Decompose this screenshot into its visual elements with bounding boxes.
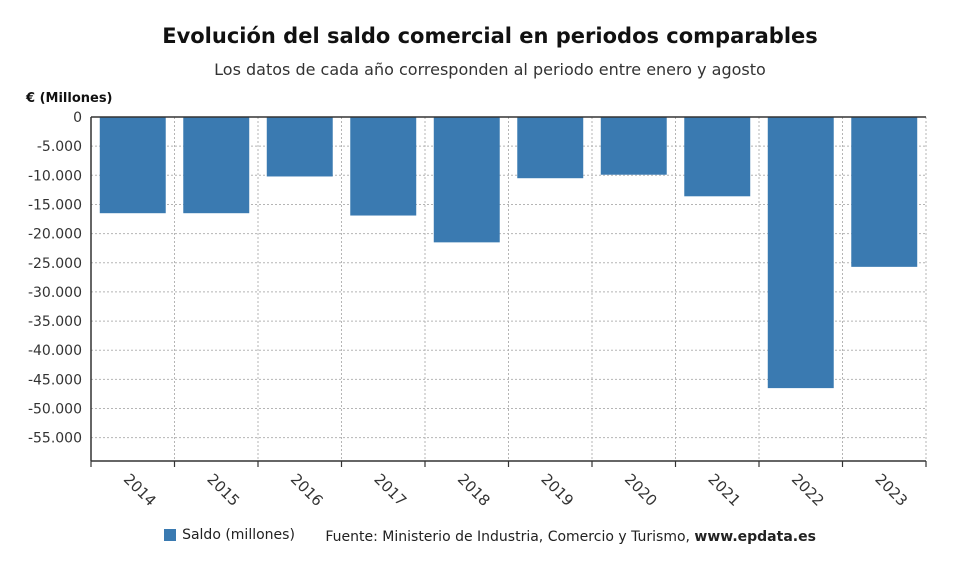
x-tick-label: 2022 (788, 470, 828, 510)
bar (99, 117, 166, 214)
x-tick-label: 2017 (370, 470, 410, 510)
legend-swatch (164, 529, 177, 541)
x-tick-label: 2021 (704, 470, 744, 510)
bar (684, 117, 751, 197)
y-tick-label: -20.000 (28, 227, 82, 243)
legend: Saldo (millones) (164, 527, 295, 543)
x-tick-label: 2019 (537, 470, 577, 510)
x-tick-label: 2016 (287, 470, 327, 510)
source-text: Fuente: Ministerio de Industria, Comerci… (325, 529, 695, 545)
y-axis-label: € (Millones) (26, 91, 113, 106)
x-tick-label: 2018 (454, 470, 494, 510)
x-tick-label: 2023 (871, 470, 911, 510)
bar (350, 117, 417, 216)
y-tick-label: -25.000 (28, 256, 82, 272)
bar (517, 117, 584, 179)
chart-footer: Saldo (millones) Fuente: Ministerio de I… (0, 527, 980, 545)
y-tick-label: -15.000 (28, 197, 82, 213)
y-tick-label: -5.000 (37, 139, 82, 155)
y-tick-label: -45.000 (28, 372, 82, 388)
y-tick-label: -50.000 (28, 402, 82, 418)
x-tick-label: 2014 (120, 470, 160, 510)
source-link[interactable]: www.epdata.es (694, 529, 816, 545)
y-tick-label: -35.000 (28, 314, 82, 330)
bar (767, 117, 834, 389)
legend-label: Saldo (millones) (182, 527, 295, 543)
chart-subtitle: Los datos de cada año corresponden al pe… (214, 60, 766, 79)
bar (851, 117, 918, 267)
y-tick-label: -40.000 (28, 343, 82, 359)
bar (433, 117, 500, 243)
bar (183, 117, 250, 214)
y-tick-label: -30.000 (28, 285, 82, 301)
y-tick-label: 0 (73, 110, 82, 126)
x-tick-label: 2020 (621, 470, 661, 510)
y-tick-label: -10.000 (28, 168, 82, 184)
x-tick-label: 2015 (203, 470, 243, 510)
bar (600, 117, 667, 175)
bar (266, 117, 333, 177)
y-tick-label: -55.000 (28, 431, 82, 447)
chart-title: Evolución del saldo comercial en periodo… (162, 24, 818, 48)
